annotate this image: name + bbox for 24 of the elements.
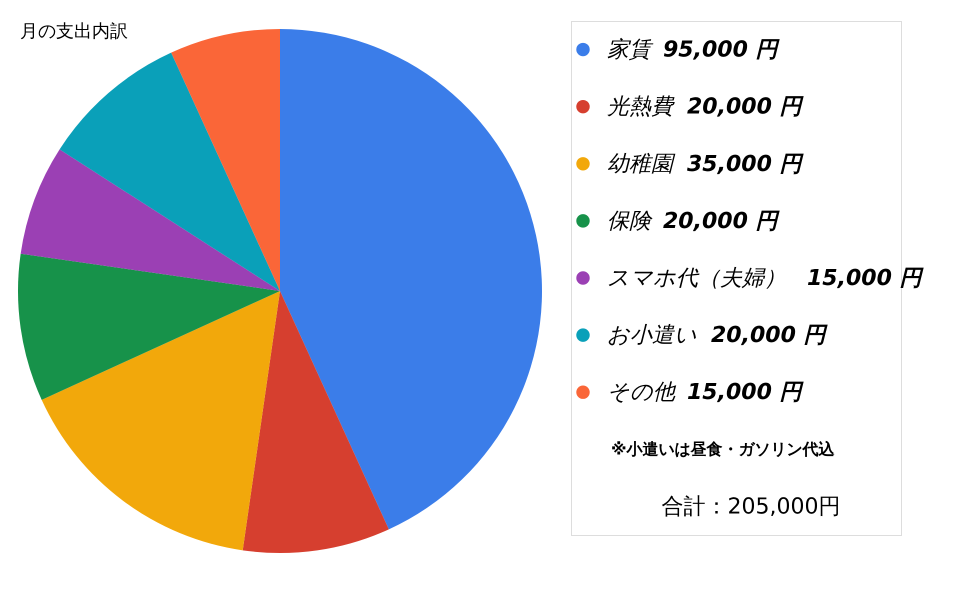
legend-label: その他	[607, 380, 677, 406]
pie-slice	[20, 149, 280, 291]
data-label: 95,000 円	[663, 38, 781, 63]
text: 合計：205,000円	[662, 494, 840, 520]
data-label: 20,000 円	[687, 94, 805, 120]
legend-label: 光熱費	[607, 94, 675, 120]
text: ※小遣いは昼食・ガソリン代込	[611, 439, 836, 458]
legend-label: お小遣い	[607, 323, 697, 348]
data-label: 15,000 円	[687, 380, 805, 406]
legend-label: 幼稚園	[607, 152, 676, 177]
legend-label: 保険	[607, 208, 653, 234]
pie-slice	[242, 291, 389, 553]
pie-slice	[171, 29, 280, 291]
legend-label: スマホ代（夫婦）	[607, 266, 786, 291]
chart-title: 月の支出内訳	[20, 21, 128, 42]
data-label: 15,000 円	[807, 266, 925, 291]
pie-slice	[18, 254, 280, 400]
pie-slice	[280, 29, 542, 530]
pie-slice	[60, 52, 280, 291]
pie-slice	[42, 291, 280, 550]
data-label: 20,000 円	[663, 208, 781, 234]
legend-label: 家賃	[607, 38, 654, 63]
data-label: 35,000 円	[687, 152, 805, 177]
data-label: 20,000 円	[711, 323, 829, 348]
